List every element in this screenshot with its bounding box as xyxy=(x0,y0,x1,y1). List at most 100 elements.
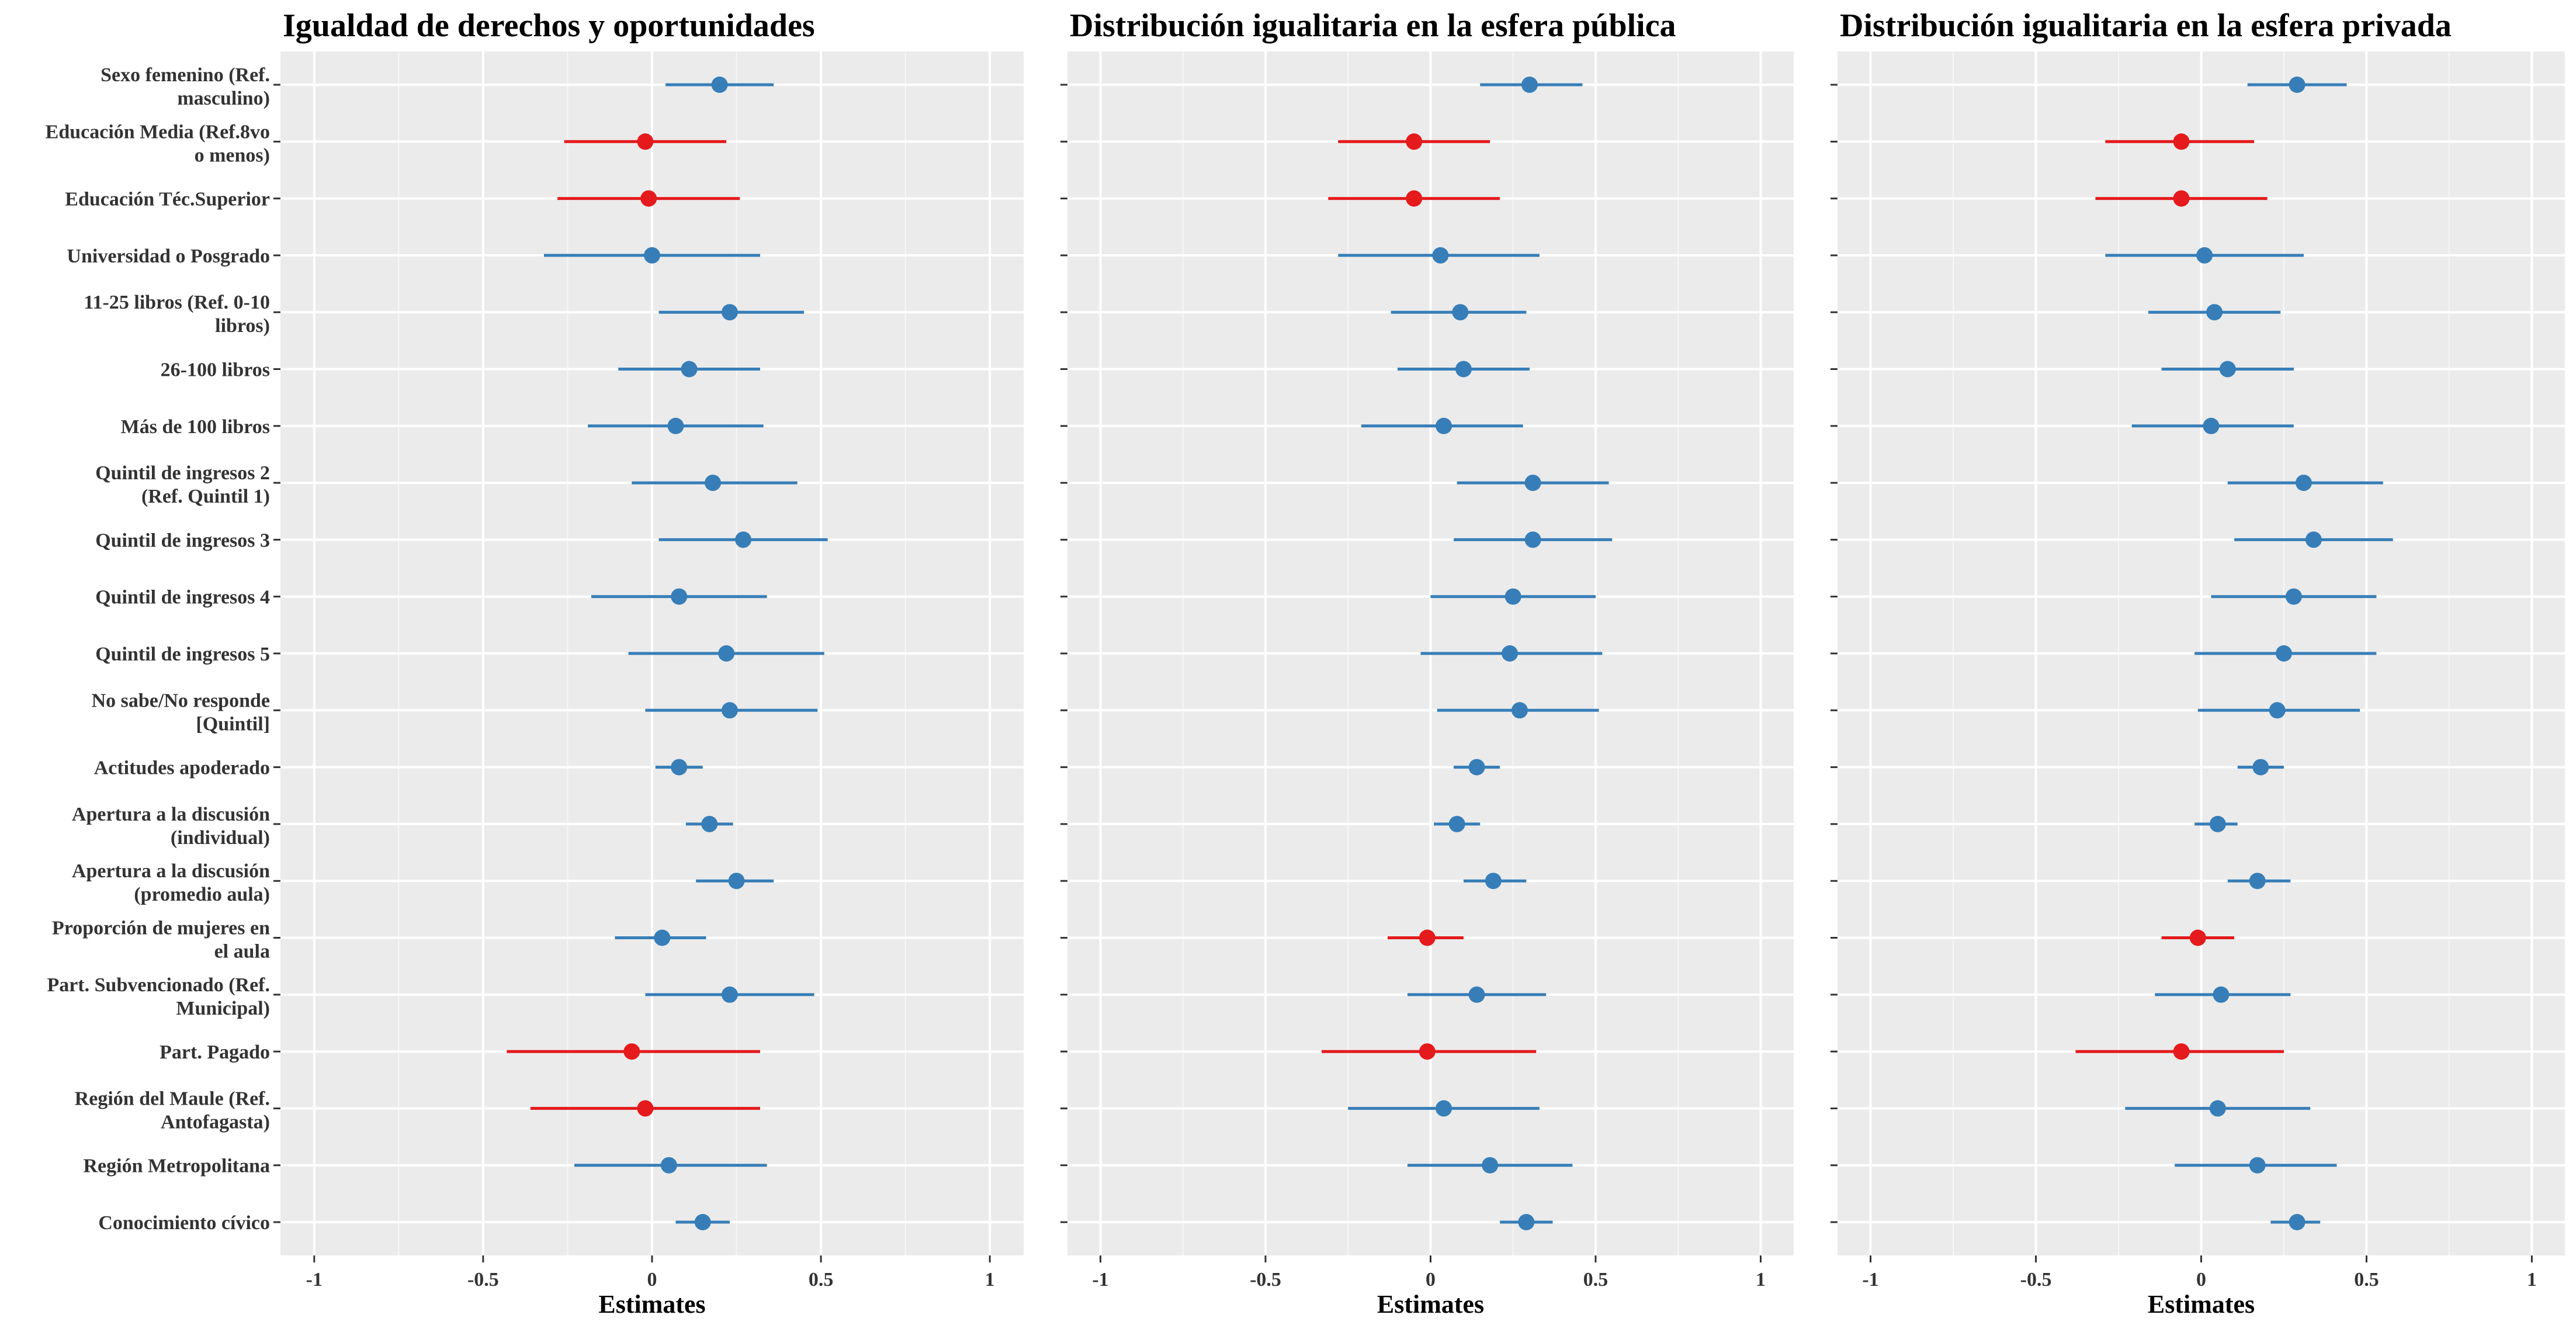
x-axis-title: Estimates xyxy=(598,1290,705,1319)
estimate-point xyxy=(2173,190,2190,207)
estimate-point xyxy=(728,873,745,890)
estimate-point xyxy=(2213,986,2230,1003)
x-tick-label: 0.5 xyxy=(1583,1269,1608,1291)
estimate-point xyxy=(2206,304,2223,321)
y-axis-label: Sexo femenino (Ref. masculino) xyxy=(100,64,270,109)
estimate-point xyxy=(2289,1214,2305,1230)
x-axis-title: Estimates xyxy=(1377,1290,1484,1319)
estimate-point xyxy=(2209,815,2226,832)
x-tick-label: 1 xyxy=(2527,1269,2537,1291)
y-axis-label: 11-25 libros (Ref. 0-10 libros) xyxy=(84,292,270,337)
estimate-point xyxy=(671,759,688,776)
x-tick-label: 0 xyxy=(1426,1269,1436,1291)
estimate-point xyxy=(1524,475,1541,492)
estimate-point xyxy=(2289,77,2305,93)
estimate-point xyxy=(1406,133,1423,150)
panel-title: Distribución igualitaria en la esfera pú… xyxy=(1070,8,1676,44)
estimate-point xyxy=(2219,361,2236,378)
estimate-point xyxy=(1468,759,1485,776)
y-axis-label: Part. Pagado xyxy=(160,1042,270,1063)
estimate-point xyxy=(2203,417,2220,434)
y-axis-label: Educación Media (Ref.8vo o menos) xyxy=(46,121,270,166)
x-axis-title: Estimates xyxy=(2148,1290,2255,1319)
estimate-point xyxy=(681,361,698,378)
x-tick-label: -0.5 xyxy=(1250,1269,1281,1291)
estimate-point xyxy=(1502,645,1518,662)
estimate-point xyxy=(2305,531,2322,548)
estimate-point xyxy=(711,77,728,93)
y-axis-label: Región del Maule (Ref. Antofagasta) xyxy=(75,1088,270,1133)
estimate-point xyxy=(1504,588,1521,605)
estimate-point xyxy=(2173,133,2190,150)
estimate-point xyxy=(721,986,738,1003)
estimate-point xyxy=(2209,1100,2226,1117)
y-axis-label: Quintil de ingresos 3 xyxy=(95,530,270,551)
x-tick-label: 1 xyxy=(1756,1269,1766,1291)
estimate-point xyxy=(2173,1043,2190,1060)
y-axis-label: 26-100 libros xyxy=(161,359,270,381)
estimate-point xyxy=(1482,1157,1499,1174)
estimate-point xyxy=(644,247,660,264)
estimate-point xyxy=(2252,759,2269,776)
y-axis-label: Conocimiento cívico xyxy=(98,1212,270,1234)
y-axis-label: Universidad o Posgrado xyxy=(67,245,270,267)
estimate-point xyxy=(1419,929,1436,946)
estimate-point xyxy=(2249,1157,2266,1174)
estimate-point xyxy=(694,1214,711,1230)
estimate-point xyxy=(623,1043,640,1060)
estimate-point xyxy=(1485,873,1502,890)
estimate-point xyxy=(1521,77,1538,93)
panel-title: Distribución igualitaria en la esfera pr… xyxy=(1840,8,2452,44)
estimate-point xyxy=(735,531,752,548)
y-axis-label: Educación Téc.Superior xyxy=(65,189,270,210)
y-axis-label: Región Metropolitana xyxy=(83,1156,270,1177)
estimate-point xyxy=(654,929,671,946)
x-tick-label: 1 xyxy=(985,1269,995,1291)
x-tick-label: -1 xyxy=(306,1269,323,1291)
estimate-point xyxy=(1518,1214,1535,1230)
estimate-point xyxy=(2295,475,2312,492)
estimate-point xyxy=(2269,702,2286,719)
estimate-point xyxy=(1455,361,1472,378)
estimate-point xyxy=(640,190,657,207)
estimate-point xyxy=(2285,588,2302,605)
y-axis-label: Apertura a la discusión (individual) xyxy=(72,804,270,849)
estimate-point xyxy=(721,304,738,321)
y-axis-label: No sabe/No responde [Quintil] xyxy=(92,690,270,735)
x-tick-label: -0.5 xyxy=(467,1269,499,1291)
estimate-point xyxy=(660,1157,677,1174)
estimate-point xyxy=(721,702,738,719)
estimate-point xyxy=(637,1100,654,1117)
estimate-point xyxy=(637,133,654,150)
estimate-point xyxy=(1448,815,1465,832)
estimate-point xyxy=(2275,645,2292,662)
y-axis-label: Actitudes apoderado xyxy=(94,757,270,779)
estimate-point xyxy=(1511,702,1528,719)
y-axis-label: Quintil de ingresos 5 xyxy=(95,644,270,665)
x-tick-label: -1 xyxy=(1092,1269,1108,1291)
estimate-point xyxy=(1436,1100,1452,1117)
estimate-point xyxy=(705,475,722,492)
x-tick-label: 0.5 xyxy=(2354,1269,2379,1291)
estimate-point xyxy=(1524,531,1541,548)
y-axis-label: Quintil de ingresos 4 xyxy=(95,587,270,608)
estimate-point xyxy=(1419,1043,1436,1060)
y-axis-label: Part. Subvencionado (Ref. Municipal) xyxy=(47,974,270,1019)
x-tick-label: -0.5 xyxy=(2020,1269,2052,1291)
estimate-point xyxy=(701,815,718,832)
estimate-point xyxy=(1468,986,1485,1003)
y-axis-label: Quintil de ingresos 2 (Ref. Quintil 1) xyxy=(95,462,270,507)
estimate-point xyxy=(2189,929,2206,946)
estimate-point xyxy=(667,417,684,434)
x-tick-label: 0 xyxy=(2196,1269,2206,1291)
estimate-point xyxy=(2249,873,2266,890)
x-tick-label: 0 xyxy=(647,1269,657,1291)
estimate-point xyxy=(718,645,735,662)
y-axis-label: Apertura a la discusión (promedio aula) xyxy=(72,860,270,905)
estimate-point xyxy=(1406,190,1423,207)
panel-title: Igualdad de derechos y oportunidades xyxy=(283,8,815,44)
estimate-point xyxy=(1452,304,1469,321)
estimate-point xyxy=(2196,247,2213,264)
x-tick-label: -1 xyxy=(1862,1269,1878,1291)
